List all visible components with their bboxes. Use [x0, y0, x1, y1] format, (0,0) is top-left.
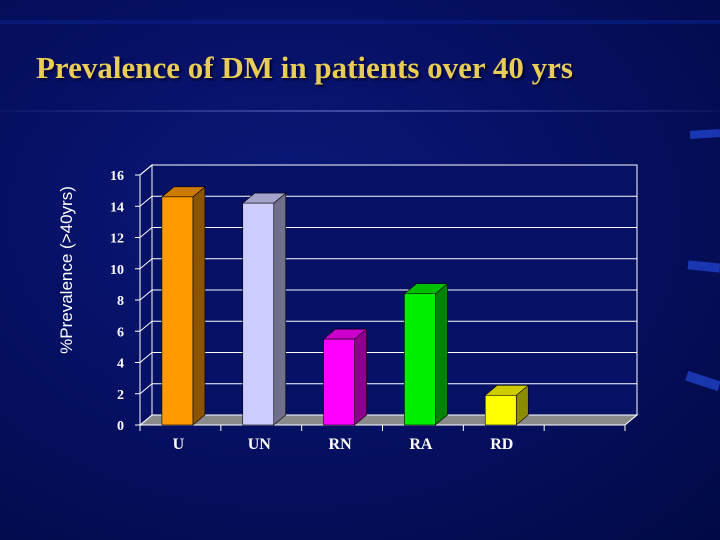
gridline-side: [139, 164, 153, 176]
x-category-label: UN: [248, 436, 272, 453]
y-tick-label: 6: [117, 325, 124, 340]
gridline-side: [139, 258, 153, 270]
y-tick-label: 12: [110, 232, 124, 247]
gridline-side: [139, 289, 153, 301]
bar-side-u: [192, 186, 206, 426]
x-category-label: RN: [329, 436, 353, 453]
x-category-label: U: [173, 436, 185, 453]
title-divider: [0, 110, 720, 112]
bar-ra: [404, 293, 436, 426]
bar-side-rn: [354, 328, 367, 426]
gridline-side: [139, 383, 153, 395]
gridline-side: [139, 195, 153, 207]
y-tick-label: 10: [110, 263, 124, 278]
gridline-side: [139, 320, 153, 332]
y-tick-label: 8: [117, 294, 124, 309]
y-tick-label: 14: [110, 200, 124, 215]
bar-rn: [323, 338, 355, 426]
y-tick-label: 0: [117, 419, 124, 434]
x-category-label: RA: [409, 436, 433, 453]
slide-title: Prevalence of DM in patients over 40 yrs: [36, 50, 573, 85]
x-category-label: RD: [490, 436, 513, 453]
bar-un: [242, 202, 275, 426]
gridline-side: [139, 352, 153, 363]
y-tick-label: 4: [117, 357, 124, 372]
bar-side-un: [273, 192, 287, 426]
plot-floor: [138, 414, 639, 426]
y-axis-label: %Prevalence (>40yrs): [57, 186, 76, 354]
bar-u: [161, 196, 194, 426]
gridline-side: [139, 227, 153, 238]
bar-rd: [484, 395, 517, 426]
bar-side-ra: [435, 283, 448, 426]
y-tick-label: 16: [110, 169, 124, 184]
y-tick-label: 2: [117, 388, 124, 403]
